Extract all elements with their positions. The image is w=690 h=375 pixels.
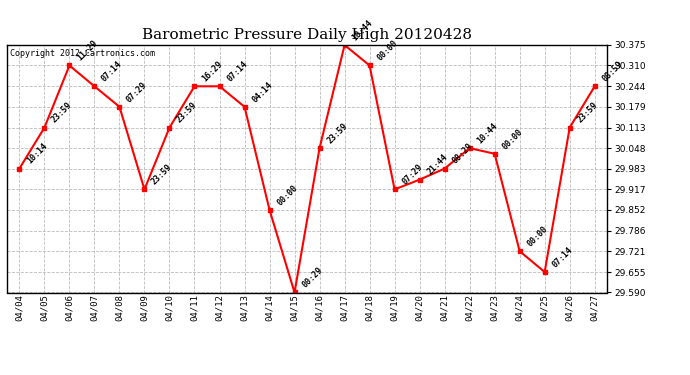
Text: 07:14: 07:14 <box>225 60 249 84</box>
Text: 00:00: 00:00 <box>375 39 400 63</box>
Text: 23:59: 23:59 <box>150 163 174 187</box>
Text: 23:59: 23:59 <box>50 101 74 125</box>
Text: 21:44: 21:44 <box>425 153 449 177</box>
Text: 00:00: 00:00 <box>500 127 524 151</box>
Text: 10:44: 10:44 <box>350 18 374 42</box>
Text: 23:59: 23:59 <box>325 121 349 146</box>
Text: 10:14: 10:14 <box>25 142 49 166</box>
Text: 07:14: 07:14 <box>100 60 124 84</box>
Text: 00:00: 00:00 <box>275 183 299 207</box>
Text: 23:59: 23:59 <box>175 101 199 125</box>
Title: Barometric Pressure Daily High 20120428: Barometric Pressure Daily High 20120428 <box>142 28 472 42</box>
Text: 10:44: 10:44 <box>475 121 500 146</box>
Text: Copyright 2012 Cartronics.com: Copyright 2012 Cartronics.com <box>10 49 155 58</box>
Text: 07:29: 07:29 <box>125 80 149 104</box>
Text: 07:29: 07:29 <box>400 163 424 187</box>
Text: 00:00: 00:00 <box>525 224 549 248</box>
Text: 23:59: 23:59 <box>575 101 600 125</box>
Text: 04:14: 04:14 <box>250 80 274 104</box>
Text: 08:29: 08:29 <box>450 142 474 166</box>
Text: 16:29: 16:29 <box>200 60 224 84</box>
Text: 11:29: 11:29 <box>75 39 99 63</box>
Text: 07:14: 07:14 <box>550 245 574 269</box>
Text: 00:29: 00:29 <box>300 266 324 290</box>
Text: 08:59: 08:59 <box>600 60 624 84</box>
